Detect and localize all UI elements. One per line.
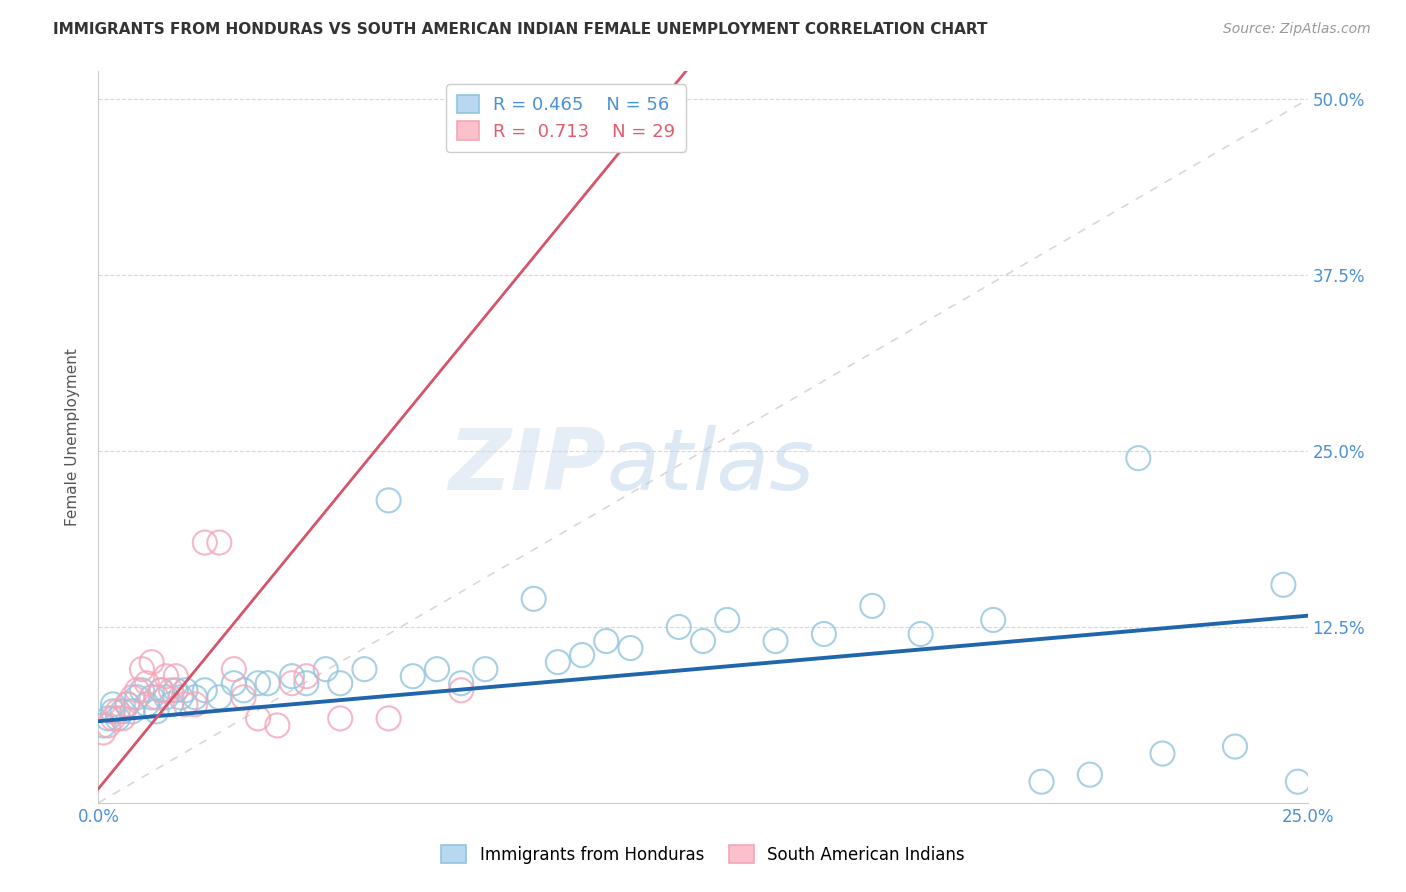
Point <box>450 676 472 690</box>
Point <box>450 683 472 698</box>
Point <box>1272 578 1295 592</box>
Point <box>547 655 569 669</box>
Point <box>107 711 129 725</box>
Point <box>813 627 835 641</box>
Point <box>145 690 167 705</box>
Point <box>222 676 245 690</box>
Point <box>315 662 337 676</box>
Point <box>765 634 787 648</box>
Point <box>571 648 593 662</box>
Point <box>155 690 177 705</box>
Point <box>97 718 120 732</box>
Point <box>111 705 134 719</box>
Point <box>150 683 173 698</box>
Point <box>1223 739 1246 754</box>
Point <box>474 662 496 676</box>
Point <box>97 711 120 725</box>
Point <box>194 683 217 698</box>
Point <box>247 711 270 725</box>
Point <box>101 698 124 712</box>
Point <box>1031 774 1053 789</box>
Point <box>165 683 187 698</box>
Point <box>184 690 207 705</box>
Point <box>329 711 352 725</box>
Point <box>127 690 149 705</box>
Point <box>281 669 304 683</box>
Point <box>160 698 183 712</box>
Point <box>1128 451 1150 466</box>
Point <box>184 698 207 712</box>
Point <box>860 599 883 613</box>
Text: Source: ZipAtlas.com: Source: ZipAtlas.com <box>1223 22 1371 37</box>
Point <box>165 669 187 683</box>
Point <box>174 698 197 712</box>
Point <box>135 676 157 690</box>
Point <box>619 641 641 656</box>
Point <box>101 705 124 719</box>
Point <box>281 676 304 690</box>
Point <box>91 725 114 739</box>
Y-axis label: Female Unemployment: Female Unemployment <box>65 348 80 526</box>
Point <box>107 705 129 719</box>
Point <box>247 676 270 690</box>
Point <box>208 690 231 705</box>
Point <box>145 705 167 719</box>
Point <box>127 683 149 698</box>
Point <box>174 683 197 698</box>
Text: IMMIGRANTS FROM HONDURAS VS SOUTH AMERICAN INDIAN FEMALE UNEMPLOYMENT CORRELATIO: IMMIGRANTS FROM HONDURAS VS SOUTH AMERIC… <box>53 22 988 37</box>
Point <box>668 620 690 634</box>
Point <box>1152 747 1174 761</box>
Point <box>402 669 425 683</box>
Point <box>295 669 318 683</box>
Point <box>295 676 318 690</box>
Text: ZIP: ZIP <box>449 425 606 508</box>
Point <box>117 698 139 712</box>
Point <box>232 690 254 705</box>
Point <box>716 613 738 627</box>
Point <box>135 698 157 712</box>
Point <box>141 655 163 669</box>
Point <box>523 591 546 606</box>
Legend: Immigrants from Honduras, South American Indians: Immigrants from Honduras, South American… <box>434 838 972 871</box>
Text: atlas: atlas <box>606 425 814 508</box>
Point <box>353 662 375 676</box>
Point <box>150 683 173 698</box>
Point <box>426 662 449 676</box>
Point <box>208 535 231 549</box>
Point <box>232 683 254 698</box>
Point <box>111 711 134 725</box>
Point <box>222 662 245 676</box>
Point <box>692 634 714 648</box>
Point <box>141 690 163 705</box>
Point <box>131 662 153 676</box>
Point <box>1286 774 1309 789</box>
Legend: R = 0.465    N = 56, R =  0.713    N = 29: R = 0.465 N = 56, R = 0.713 N = 29 <box>446 84 686 152</box>
Point <box>266 718 288 732</box>
Point <box>169 690 191 705</box>
Point <box>377 493 399 508</box>
Point <box>595 634 617 648</box>
Point <box>981 613 1004 627</box>
Point <box>121 705 143 719</box>
Point <box>91 718 114 732</box>
Point <box>329 676 352 690</box>
Point <box>1078 767 1101 781</box>
Point <box>910 627 932 641</box>
Point <box>155 669 177 683</box>
Point <box>194 535 217 549</box>
Point <box>160 683 183 698</box>
Point <box>377 711 399 725</box>
Point <box>121 690 143 705</box>
Point <box>256 676 278 690</box>
Point <box>131 683 153 698</box>
Point <box>101 711 124 725</box>
Point <box>117 698 139 712</box>
